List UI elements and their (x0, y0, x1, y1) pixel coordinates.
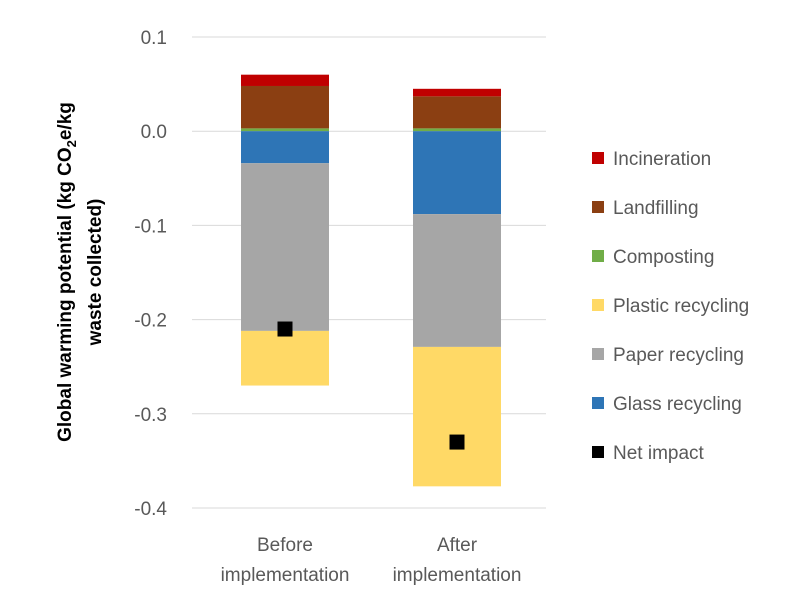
legend-label-composting: Composting (613, 247, 714, 268)
bar-glass-recycling-1 (241, 131, 329, 164)
y-axis-title-line-2: waste collected) (85, 199, 106, 347)
legend-swatch-net-impact (592, 446, 604, 458)
bars (241, 74, 501, 487)
legend: Incineration Landfilling Composting Plastic… (592, 149, 749, 464)
y-axis-title-subscript: 2 (64, 140, 79, 147)
net-impact-marker-2 (449, 434, 465, 450)
legend-label-incineration: Incineration (613, 149, 711, 170)
bar-incineration-1 (241, 74, 329, 86)
bar-plastic-recycling-2 (413, 346, 501, 487)
net-impact-marker-1 (277, 321, 293, 337)
y-axis-title-part: e/kg (55, 102, 76, 140)
legend-swatch-composting (592, 250, 604, 262)
bar-landfilling-2 (413, 96, 501, 129)
y-axis-title: Global warming potential (kg CO2e/kg wast… (55, 102, 106, 442)
x-category-labels: Before implementation After implementation (221, 535, 522, 586)
y-axis-title-line-1: Global warming potential (kg CO2e/kg (55, 102, 79, 442)
x-category-label: implementation (393, 565, 522, 586)
y-axis-title-group: Global warming potential (kg CO2e/kg wast… (55, 102, 106, 442)
bar-glass-recycling-2 (413, 131, 501, 215)
x-category-label: After (437, 535, 478, 556)
bar-landfilling-1 (241, 85, 329, 129)
y-axis-title-part: Global warming potential (kg CO (55, 147, 76, 442)
legend-swatch-landfilling (592, 201, 604, 213)
legend-swatch-glass-recycling (592, 397, 604, 409)
y-tick-labels: 0.1 0.0 -0.1 -0.2 -0.3 -0.4 (134, 28, 167, 520)
bar-composting-2 (413, 128, 501, 132)
y-tick-label: 0.0 (141, 122, 167, 143)
bar-paper-recycling-1 (241, 163, 329, 331)
bar-paper-recycling-2 (413, 214, 501, 347)
legend-label-plastic-recycling: Plastic recycling (613, 296, 749, 317)
y-tick-label: -0.3 (134, 405, 167, 426)
y-tick-label: -0.1 (134, 216, 167, 237)
y-tick-label: 0.1 (141, 28, 167, 49)
legend-swatch-incineration (592, 152, 604, 164)
legend-label-glass-recycling: Glass recycling (613, 394, 742, 415)
y-tick-label: -0.2 (134, 311, 167, 332)
legend-swatch-paper-recycling (592, 348, 604, 360)
bar-incineration-2 (413, 88, 501, 97)
bar-plastic-recycling-1 (241, 330, 329, 386)
legend-label-landfilling: Landfilling (613, 198, 699, 219)
net-impact-markers (277, 321, 465, 450)
legend-label-paper-recycling: Paper recycling (613, 345, 744, 366)
bar-composting-1 (241, 128, 329, 132)
legend-swatch-plastic-recycling (592, 299, 604, 311)
x-category-label: implementation (221, 565, 350, 586)
legend-label-net-impact: Net impact (613, 443, 705, 464)
x-category-label: Before (257, 535, 313, 556)
y-tick-label: -0.4 (134, 499, 167, 520)
